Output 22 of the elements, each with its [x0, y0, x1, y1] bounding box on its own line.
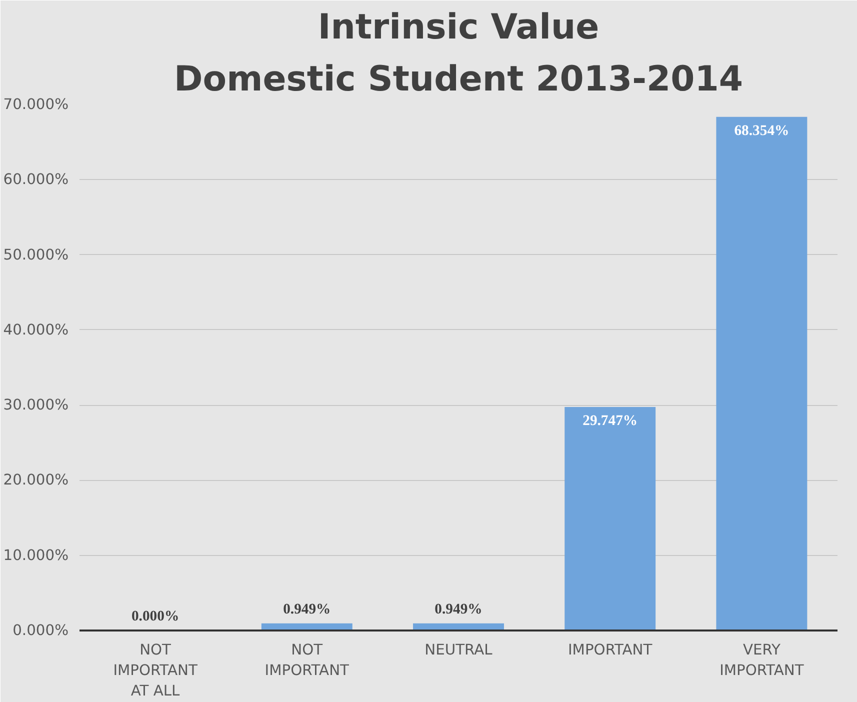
- y-tick-label: 10.000%: [3, 546, 69, 564]
- data-label: 0.000%: [131, 608, 180, 624]
- y-tick-label: 20.000%: [3, 472, 69, 489]
- y-tick-label: 40.000%: [3, 321, 69, 338]
- x-tick-label: NOT IMPORTANT AT ALL: [113, 642, 198, 700]
- data-label: 68.354%: [734, 122, 790, 139]
- y-tick-label: 0.000%: [12, 622, 69, 639]
- bar: [716, 116, 808, 630]
- data-label: 29.747%: [582, 412, 638, 429]
- data-label: 0.949%: [283, 601, 331, 618]
- x-tick-label: NEUTRAL: [424, 642, 494, 658]
- y-tick-label: 70.000%: [3, 96, 69, 113]
- y-tick-label: 30.000%: [3, 396, 69, 414]
- chart-subtitle: Domestic Student 2013-2014: [174, 60, 744, 100]
- y-tick-label: 60.000%: [3, 171, 69, 188]
- x-tick-label: NOT IMPORTANT: [264, 642, 350, 679]
- chart-title: Intrinsic Value: [318, 8, 600, 48]
- x-tick-label: IMPORTANT: [568, 642, 652, 658]
- y-tick-label: 50.000%: [3, 246, 69, 264]
- bar: [564, 406, 656, 630]
- data-label: 0.949%: [434, 601, 482, 618]
- x-tick-label: VERY IMPORTANT: [720, 642, 804, 679]
